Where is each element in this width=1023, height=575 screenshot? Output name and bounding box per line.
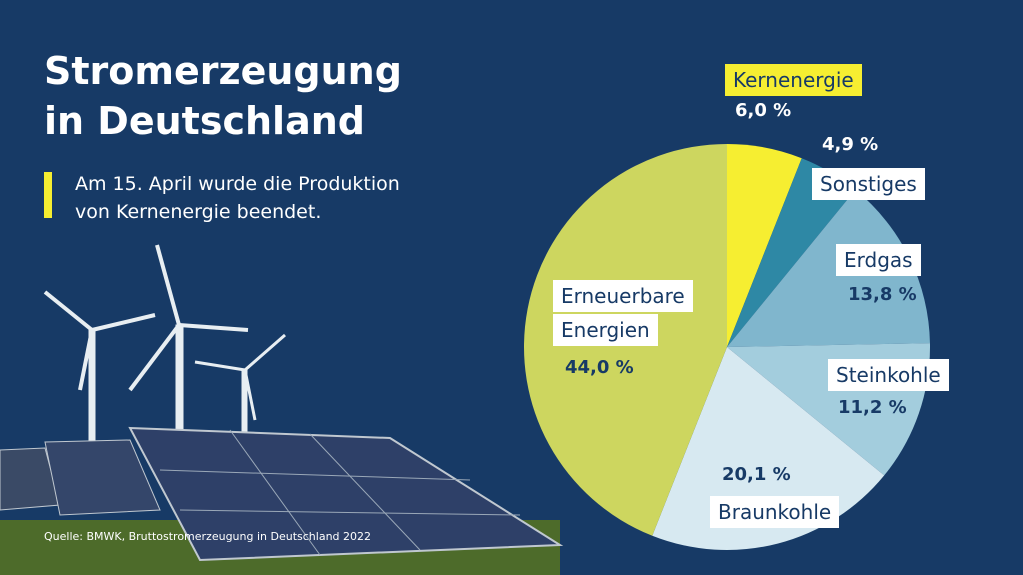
pie-slice	[727, 144, 802, 347]
slice-label-text: Kernenergie	[725, 64, 862, 96]
slice-label: Erdgas	[836, 243, 921, 277]
source: Quelle: BMWK, Bruttostromerzeugung in De…	[44, 530, 372, 543]
pie-slice	[727, 189, 930, 347]
slice-label-text: Braunkohle	[710, 496, 840, 528]
value-label: 20,1 %	[722, 464, 791, 485]
slice-label-text: Sonstiges	[812, 168, 925, 200]
accent-bar	[44, 172, 52, 218]
slice-label-text: Erneuerbare Energien	[553, 280, 693, 346]
solar-panels	[0, 426, 564, 575]
wind-turbines	[43, 244, 286, 451]
slice-label-text: Erdgas	[836, 244, 921, 276]
slice-label: Erneuerbare Energien	[553, 279, 693, 347]
value-label: 13,8 %	[848, 284, 917, 305]
value-label: 4,9 %	[822, 134, 879, 155]
slice-label: Steinkohle	[828, 358, 949, 392]
slice-label: Braunkohle	[710, 495, 840, 529]
subtitle: Am 15. April wurde die Produktion von Ke…	[75, 173, 400, 223]
slice-label-text: Steinkohle	[828, 359, 949, 391]
title: Stromerzeugung in Deutschland	[44, 49, 402, 143]
slice-label: Sonstiges	[812, 167, 925, 201]
value-label: 6,0 %	[735, 100, 792, 121]
pie-slice	[727, 158, 856, 347]
value-label: 44,0 %	[565, 357, 634, 378]
value-label: 11,2 %	[838, 397, 907, 418]
slice-label: Kernenergie	[725, 63, 862, 97]
